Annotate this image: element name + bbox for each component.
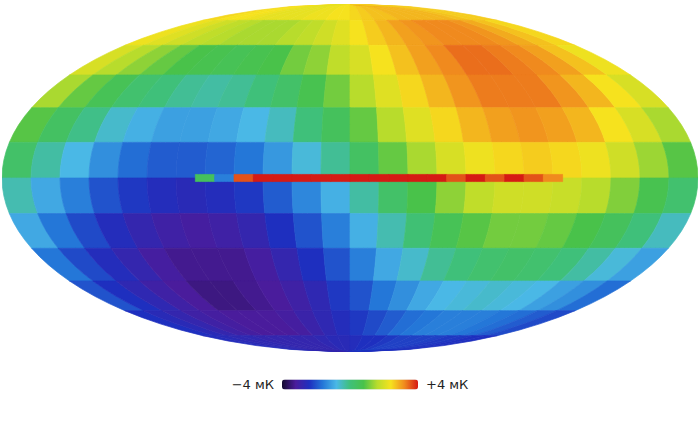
svg-text:−4 мК: −4 мК [232,377,274,392]
svg-text:+4 мК: +4 мК [426,377,468,392]
